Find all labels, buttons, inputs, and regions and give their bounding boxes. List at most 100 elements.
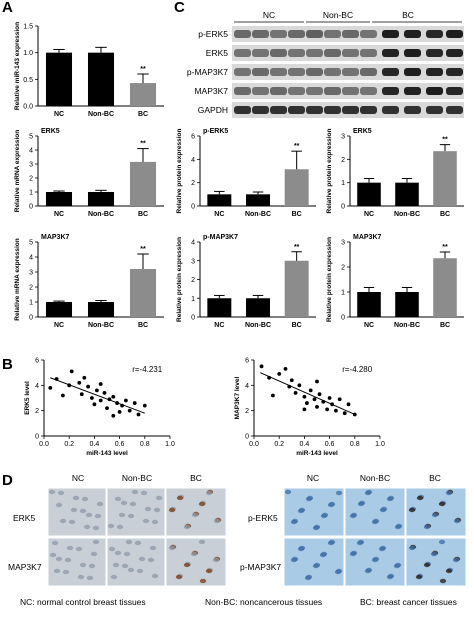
ihc-cell xyxy=(364,490,372,496)
data-point xyxy=(136,412,141,417)
data-point xyxy=(82,375,87,380)
blot-band xyxy=(404,106,421,114)
ihc-cell xyxy=(445,568,453,574)
y-tick-label: 1 xyxy=(29,300,33,307)
ihc-cell xyxy=(312,563,320,569)
x-tick-label: BC xyxy=(292,211,302,218)
ihc-cell xyxy=(125,539,133,545)
ihc-cell xyxy=(408,545,416,551)
y-tick-label: 4 xyxy=(29,255,33,262)
ihc-cell xyxy=(312,525,320,531)
data-point xyxy=(67,383,72,388)
panel-letter-c: C xyxy=(174,0,185,16)
blot-band xyxy=(234,87,251,95)
blot-band xyxy=(382,30,399,38)
data-point xyxy=(352,412,357,417)
ihc-cell xyxy=(110,574,118,580)
data-point xyxy=(277,372,282,376)
y-tick-label: 1 xyxy=(191,296,195,303)
blot-band xyxy=(306,106,323,114)
x-tick-label: NC xyxy=(54,111,64,118)
data-point xyxy=(308,388,313,393)
bar-nc xyxy=(45,52,73,106)
ihc-cell xyxy=(77,574,85,580)
x-tick-label: BC xyxy=(138,322,148,329)
y-tick-label: 1.0 xyxy=(23,50,33,57)
ihc-cell xyxy=(371,519,379,525)
x-tick-label: Non-BC xyxy=(245,322,271,329)
bar-chart-p-erk5-protein: 0 2 4 6 Relative protein expression p-ERK5 NC N… xyxy=(176,128,316,218)
ihc-cell xyxy=(140,490,148,496)
y-tick-label: 0 xyxy=(341,204,345,211)
data-point xyxy=(95,388,99,393)
y-tick-label: 0 xyxy=(245,434,249,441)
data-point xyxy=(342,411,347,416)
bar-nc xyxy=(207,298,232,317)
y-tick-label: 5 xyxy=(29,134,33,141)
data-point xyxy=(283,366,288,371)
y-tick-label: 1 xyxy=(341,180,345,187)
blot-band xyxy=(446,30,463,38)
y-tick-label: 4 xyxy=(29,148,33,155)
data-point xyxy=(117,410,122,414)
ihc-cell xyxy=(168,545,176,551)
ihc-cell xyxy=(190,551,198,557)
ihc-cell xyxy=(112,562,120,568)
ihc-cell xyxy=(357,501,365,507)
ihc-right-header-nonbc: Non-BC xyxy=(360,473,390,483)
y-axis-label: Relative protein expression xyxy=(326,237,333,322)
x-tick-label: NC xyxy=(54,322,64,329)
y-axis-label: Relative protein expression xyxy=(326,129,333,214)
wb-group-bc: BC xyxy=(402,10,414,20)
ihc-cell xyxy=(415,574,423,580)
ihc-cell xyxy=(335,490,343,496)
bar-non-bc xyxy=(87,302,115,317)
blot-band xyxy=(324,30,341,38)
bar-nc xyxy=(207,194,232,206)
ihc-cell xyxy=(386,574,394,580)
significance-marker: ** xyxy=(442,137,448,144)
regression-line xyxy=(260,372,356,415)
blot-band xyxy=(342,87,359,95)
ihc-cell xyxy=(121,563,129,569)
y-axis-label: Relative mRNA expression xyxy=(14,130,21,213)
ihc-right-header-nc: NC xyxy=(307,473,319,483)
ihc-cell xyxy=(57,490,65,496)
y-tick-label: 0 xyxy=(35,434,39,441)
y-tick-label: 5 xyxy=(29,240,33,247)
panel-letter-d: D xyxy=(2,472,13,489)
blot-band xyxy=(324,49,341,57)
ihc-cell xyxy=(68,519,76,525)
data-point xyxy=(111,413,116,418)
x-axis-label: miR-143 level xyxy=(86,450,128,457)
data-point xyxy=(297,383,302,388)
y-axis-label: MAP3K7 level xyxy=(234,376,241,419)
y-axis-label: ERK5 level xyxy=(24,381,31,415)
data-point xyxy=(330,402,335,407)
significance-marker: ** xyxy=(294,143,300,150)
ihc-right-header-bc: BC xyxy=(429,473,441,483)
ihc-cell xyxy=(138,556,146,562)
x-tick-label: NC xyxy=(364,322,374,329)
data-point xyxy=(317,392,322,397)
ihc-cell xyxy=(51,540,59,546)
ihc-cell xyxy=(198,539,206,545)
blot-band xyxy=(306,49,323,57)
blot-band xyxy=(382,106,399,114)
correlation-annotation: r=-4.231 xyxy=(132,365,163,374)
y-tick-label: 0 xyxy=(341,315,345,322)
ihc-cell xyxy=(176,495,184,501)
y-axis-label: Relative mRNA expression xyxy=(14,238,21,321)
y-tick-label: 3 xyxy=(341,134,345,141)
y-tick-label: 0 xyxy=(29,315,33,322)
chart-title: ERK5 xyxy=(353,128,372,135)
correlation-annotation: r=-4.280 xyxy=(342,365,373,374)
ihc-cell xyxy=(127,513,135,519)
ihc-cell xyxy=(107,523,115,529)
bar-bc xyxy=(284,169,309,206)
data-point xyxy=(124,398,128,403)
ihc-cell xyxy=(327,540,335,546)
blot-row-label: p-MAP3K7 xyxy=(187,67,228,77)
blot-band xyxy=(306,30,323,38)
y-tick-label: 3 xyxy=(191,258,195,265)
